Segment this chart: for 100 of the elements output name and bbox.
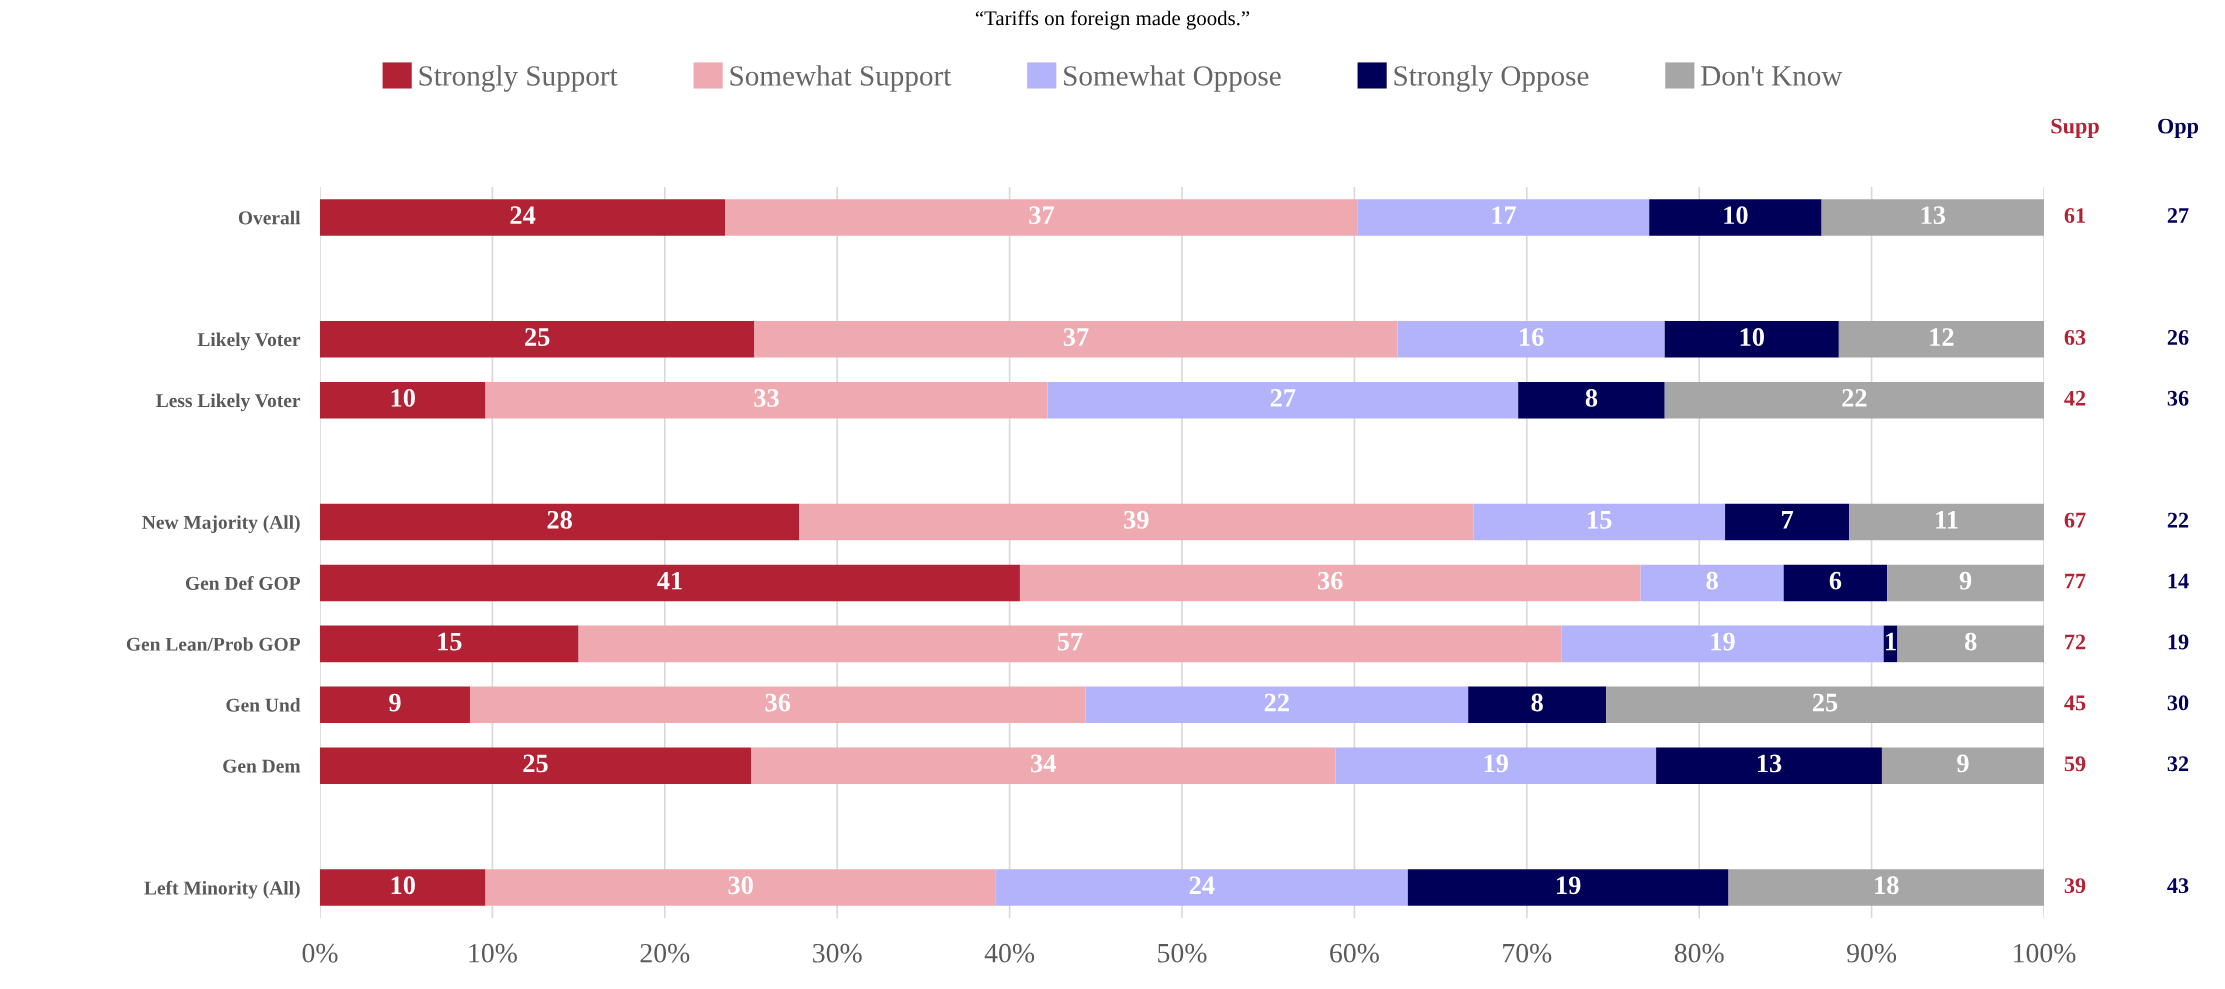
- bar: [1887, 564, 2044, 602]
- data-label: 22: [1264, 693, 1289, 712]
- data-label: 24: [510, 206, 536, 224]
- bar: [1821, 199, 2044, 236]
- text: 36: [2167, 390, 2189, 406]
- x-tick-label: 20%: [640, 943, 690, 963]
- data-label: 8: [1531, 693, 1543, 712]
- data-label: 25: [525, 328, 550, 346]
- data-label: 11: [1936, 510, 1958, 529]
- bar: [320, 747, 751, 784]
- data-label: 25: [1812, 693, 1838, 712]
- bar: [1407, 869, 1729, 906]
- text: 42: [2064, 390, 2086, 406]
- data-label: 9: [389, 693, 401, 712]
- text: 77: [2065, 573, 2086, 589]
- data-label: 12: [1930, 328, 1954, 346]
- x-tick-label: 10%: [469, 943, 517, 963]
- y-tick-label: Gen Dem: [223, 759, 301, 773]
- bar: [320, 381, 486, 419]
- text: 32: [2167, 756, 2189, 772]
- y-tick-label: Gen Und: [226, 698, 301, 712]
- bar: [578, 625, 1562, 663]
- text: 30: [2167, 695, 2189, 711]
- bar: [799, 503, 1474, 541]
- bar: [320, 321, 755, 358]
- data-label: 15: [438, 632, 462, 651]
- data-label: 19: [1557, 876, 1581, 895]
- data-label: 1: [1886, 632, 1896, 651]
- data-label: 8: [1965, 632, 1977, 651]
- bar: [754, 321, 1398, 358]
- data-label: 37: [1029, 206, 1055, 225]
- data-label: 33: [754, 389, 779, 407]
- bar: [1473, 503, 1726, 541]
- bar: [1838, 321, 2044, 358]
- bar: [320, 869, 486, 906]
- data-label: 9: [1959, 571, 1972, 590]
- bar: [1783, 564, 1888, 602]
- data-label: 57: [1057, 632, 1083, 651]
- bar: [1085, 686, 1469, 724]
- text: 63: [2064, 329, 2086, 345]
- y-tick-label: Overall: [238, 210, 301, 225]
- bar: [1468, 686, 1607, 724]
- data-label: 10: [391, 876, 415, 895]
- data-label: 6: [1829, 571, 1842, 590]
- legend-label: Strongly Oppose: [1394, 65, 1589, 92]
- bar: [725, 199, 1358, 236]
- data-label: 18: [1875, 876, 1899, 895]
- text: 22: [2167, 512, 2189, 528]
- bar: [1518, 381, 1665, 419]
- bar: [1335, 747, 1657, 784]
- bar: [1664, 321, 1839, 358]
- data-label: 13: [1921, 206, 1946, 225]
- y-tick-label: New Majority (All): [142, 515, 300, 533]
- data-label: 13: [1757, 754, 1782, 773]
- legend-label: Don't Know: [1701, 66, 1843, 86]
- y-tick-label: Gen Lean/Prob GOP: [126, 637, 301, 651]
- data-label: 10: [1740, 328, 1764, 346]
- bar: [1649, 199, 1822, 236]
- data-label: 9: [1957, 754, 1969, 773]
- bar: [1897, 625, 2044, 663]
- data-label: 17: [1492, 206, 1517, 224]
- data-label: 8: [1706, 571, 1718, 590]
- x-tick-label: 0%: [302, 943, 338, 963]
- data-label: 15: [1588, 510, 1612, 529]
- bar: [1019, 564, 1641, 602]
- bar: [1397, 321, 1665, 358]
- bar: [751, 747, 1336, 784]
- text: 72: [2065, 634, 2086, 650]
- x-tick-label: 60%: [1330, 943, 1379, 963]
- y-tick-label: Left Minority (All): [144, 880, 300, 899]
- text: 39: [2064, 878, 2086, 894]
- text: Supp: [2051, 118, 2099, 139]
- bar: [995, 869, 1408, 906]
- text: 61: [2064, 208, 2085, 224]
- text: 43: [2167, 878, 2189, 894]
- data-label: 27: [1270, 389, 1296, 407]
- text: 59: [2064, 756, 2086, 772]
- x-tick-label: 50%: [1158, 943, 1207, 963]
- bar: [320, 564, 1020, 602]
- bar: [1047, 381, 1519, 419]
- data-label: 30: [728, 876, 753, 895]
- bar: [1561, 625, 1884, 663]
- data-label: 25: [523, 754, 548, 773]
- bar: [1656, 747, 1882, 784]
- bar: [1606, 686, 2044, 724]
- x-tick-label: 90%: [1847, 943, 1897, 963]
- x-tick-label: 30%: [813, 943, 862, 963]
- chart-title: “Tariffs on foreign made goods.”: [975, 10, 1250, 30]
- bar: [1357, 199, 1650, 236]
- x-tick-label: 70%: [1503, 943, 1552, 963]
- bar: [320, 625, 579, 663]
- bar: [1728, 869, 2044, 906]
- x-tick-label: 100%: [2014, 943, 2076, 963]
- text: 26: [2167, 329, 2189, 345]
- text: Opp: [2158, 118, 2199, 139]
- bar: [1664, 381, 2044, 419]
- bar: [320, 199, 726, 236]
- data-label: 7: [1782, 511, 1794, 529]
- bar: [320, 686, 470, 724]
- y-tick-label: Gen Def GOP: [185, 576, 301, 590]
